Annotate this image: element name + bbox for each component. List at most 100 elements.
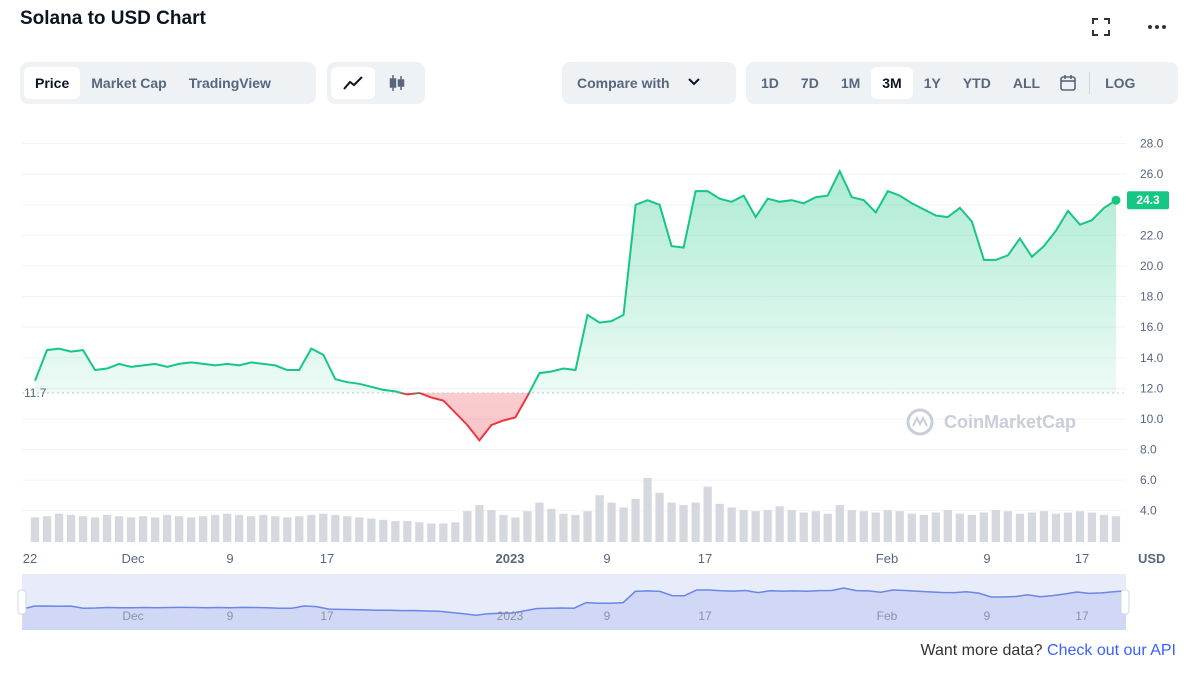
volume-bar: [511, 517, 520, 542]
volume-bar: [151, 517, 160, 542]
volume-bar: [211, 514, 220, 542]
range-ytd[interactable]: YTD: [962, 75, 991, 91]
compare-label: Compare with: [577, 75, 670, 91]
navigator-left-handle[interactable]: [17, 589, 27, 615]
volume-bar: [883, 510, 892, 542]
candlestick-icon[interactable]: [375, 67, 419, 99]
current-price-tag: [1127, 191, 1169, 210]
navigator-right-handle[interactable]: [1120, 589, 1130, 615]
volume-bar: [871, 512, 880, 542]
range-7d[interactable]: 7D: [800, 75, 819, 91]
volume-bar: [943, 510, 952, 542]
volume-bar: [775, 506, 784, 542]
volume-bar: [751, 511, 760, 542]
compare-dropdown[interactable]: Compare with: [562, 62, 736, 104]
volume-bar: [138, 516, 148, 542]
volume-bar: [1027, 512, 1037, 542]
volume-bar: [199, 516, 208, 542]
volume-bar: [439, 523, 448, 542]
y-tick-label: 4.0: [1140, 504, 1157, 518]
current-price-label: 24.3: [1136, 193, 1160, 207]
y-tick-label: 10.0: [1140, 412, 1164, 426]
tab-market-cap[interactable]: Market Cap: [91, 75, 167, 91]
volume-bar: [931, 512, 940, 542]
volume-bar: [655, 492, 664, 542]
price-line-up: [34, 168, 1117, 393]
navigator-x-labels: Dec 9 17 2023 9 17 Feb 9 17: [122, 609, 1089, 623]
more-dots-icon[interactable]: [1144, 14, 1170, 40]
price-area-down: [401, 392, 530, 441]
x-tick-label: 2023: [496, 551, 525, 566]
baseline-label: 11.7: [24, 386, 47, 400]
volume-bar: [126, 517, 136, 542]
volume-bar: [1039, 511, 1049, 542]
volume-bar: [463, 511, 472, 542]
volume-bar: [247, 516, 256, 542]
fullscreen-icon[interactable]: [1088, 14, 1114, 40]
volume-bar: [739, 510, 748, 542]
watermark-logo-icon: [906, 408, 934, 436]
price-area-up: [35, 171, 1116, 393]
x-tick-label: 17: [1075, 551, 1089, 566]
volume-bar: [1015, 513, 1025, 542]
x-tick-label: 9: [226, 551, 233, 566]
tab-price[interactable]: Price: [24, 67, 81, 99]
volume-bar: [102, 514, 112, 542]
volume-bar: [619, 507, 628, 542]
volume-bar: [799, 512, 808, 542]
volume-bar: [271, 516, 280, 542]
volume-bar: [331, 514, 340, 542]
navigator-area: [22, 588, 1126, 630]
footer-text: Want more data?: [920, 642, 1043, 659]
y-tick-label: 12.0: [1140, 381, 1164, 395]
volume-bar: [175, 516, 184, 542]
volume-bar: [835, 505, 844, 542]
volume-bar: [415, 522, 424, 542]
volume-bar: [727, 507, 736, 542]
volume-bar: [1051, 513, 1061, 542]
navigator-line: [21, 587, 1127, 617]
data-tabs: Price Market Cap TradingView: [20, 62, 316, 104]
volume-bar: [391, 521, 400, 542]
range-1m[interactable]: 1M: [840, 75, 861, 91]
volume-bar: [991, 510, 1000, 542]
volume-bar: [1075, 511, 1085, 542]
x-tick-label: 17: [698, 551, 712, 566]
volume-bar: [295, 516, 304, 542]
x-tick-label: 9: [603, 551, 610, 566]
volume-bar: [715, 503, 724, 542]
y-tick-label: 6.0: [1140, 473, 1157, 487]
range-1y[interactable]: 1Y: [923, 75, 941, 91]
chart-type-toggle: [327, 62, 425, 104]
volume-bar: [307, 514, 316, 542]
range-1d[interactable]: 1D: [761, 75, 779, 91]
tab-tradingview[interactable]: TradingView: [188, 75, 271, 91]
volume-bar: [1087, 512, 1097, 542]
y-tick-label: 22.0: [1140, 228, 1164, 242]
volume-bar: [703, 486, 712, 542]
navigator-tick-label: 9: [227, 609, 234, 623]
y-tick-label: 20.0: [1140, 259, 1164, 273]
range-3m[interactable]: 3M: [871, 67, 913, 99]
range-divider: [1089, 72, 1091, 94]
line-chart-icon[interactable]: [331, 67, 375, 99]
volume-bar: [595, 495, 604, 542]
volume-bar: [895, 511, 904, 542]
volume-bar: [547, 508, 556, 542]
x-tick-label: Feb: [876, 551, 898, 566]
log-toggle[interactable]: LOG: [1105, 75, 1136, 91]
volume-bar: [90, 517, 100, 542]
api-link[interactable]: Check out our API: [1047, 642, 1176, 659]
navigator-tick-label: 17: [1075, 609, 1089, 623]
volume-bar: [967, 514, 976, 542]
volume-bar: [427, 523, 436, 542]
range-all[interactable]: ALL: [1012, 75, 1041, 91]
volume-bar: [859, 511, 868, 542]
chevron-down-icon: [687, 74, 701, 92]
volume-bar: [163, 514, 172, 542]
x-axis-labels: 22 Dec 9 17 2023 9 17 Feb 9 17: [23, 551, 1089, 566]
volume-bar: [787, 510, 796, 542]
calendar-icon[interactable]: [1051, 67, 1085, 99]
volume-bar: [403, 521, 412, 542]
price-chart[interactable]: CoinMarketCap 28.026.024.022.020.018.016…: [0, 110, 1200, 632]
